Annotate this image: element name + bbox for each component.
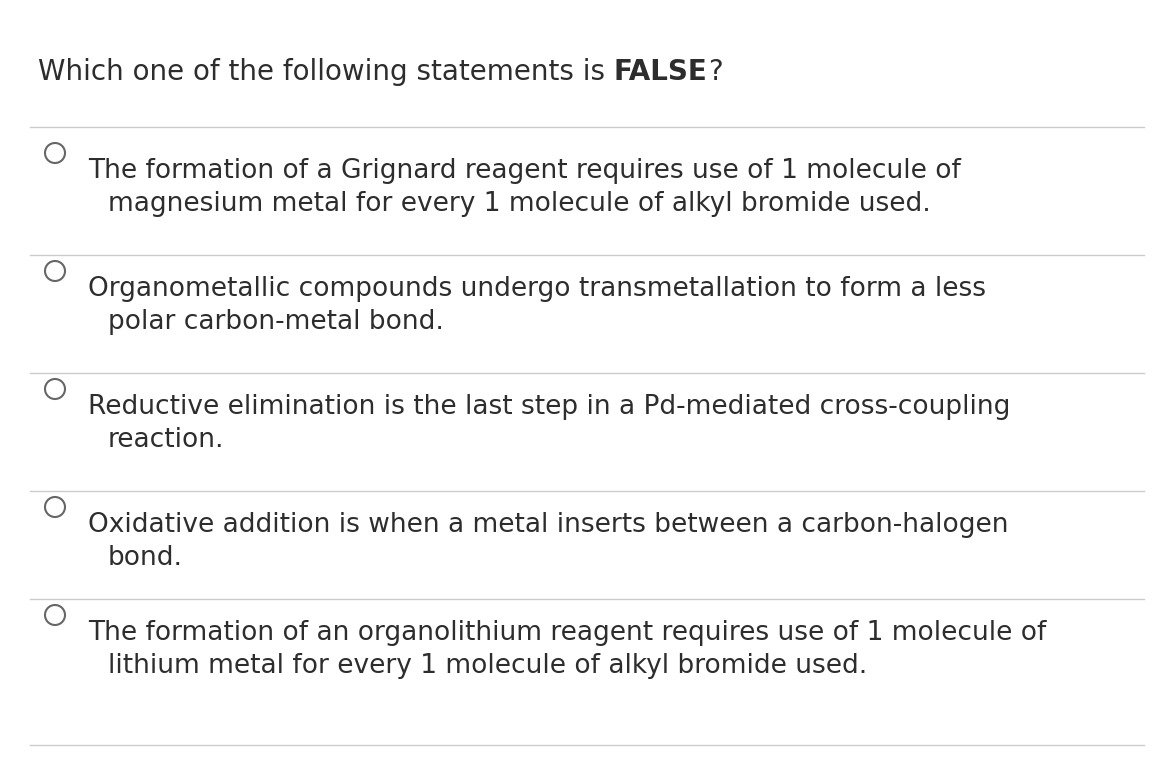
Text: reaction.: reaction.: [108, 427, 224, 453]
Text: ?: ?: [708, 58, 722, 86]
Text: Organometallic compounds undergo transmetallation to form a less: Organometallic compounds undergo transme…: [88, 276, 986, 302]
Text: Reductive elimination is the last step in a Pd-mediated cross-coupling: Reductive elimination is the last step i…: [88, 394, 1011, 420]
Text: The formation of an organolithium reagent requires use of 1 molecule of: The formation of an organolithium reagen…: [88, 620, 1046, 646]
Text: magnesium metal for every 1 molecule of alkyl bromide used.: magnesium metal for every 1 molecule of …: [108, 191, 931, 217]
Text: FALSE: FALSE: [614, 58, 708, 86]
Text: Which one of the following statements is: Which one of the following statements is: [38, 58, 614, 86]
Text: lithium metal for every 1 molecule of alkyl bromide used.: lithium metal for every 1 molecule of al…: [108, 653, 868, 679]
Text: bond.: bond.: [108, 545, 183, 571]
Text: The formation of a Grignard reagent requires use of 1 molecule of: The formation of a Grignard reagent requ…: [88, 158, 960, 184]
Text: Oxidative addition is when a metal inserts between a carbon-halogen: Oxidative addition is when a metal inser…: [88, 512, 1008, 538]
Text: polar carbon-metal bond.: polar carbon-metal bond.: [108, 309, 444, 335]
